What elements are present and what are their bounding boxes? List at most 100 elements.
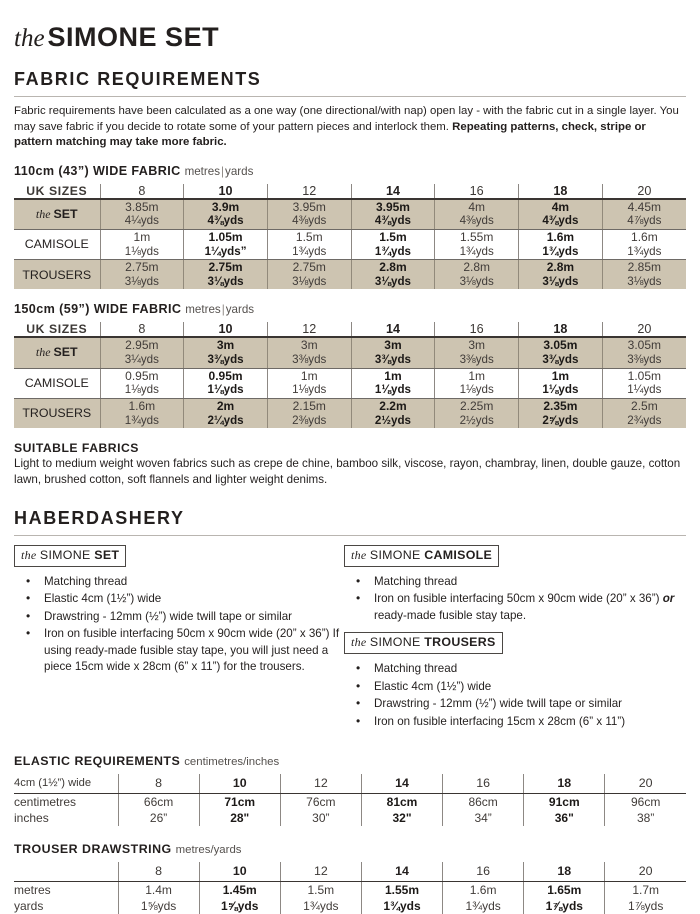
cell-trousers-size-12: 2.15m 2⅜yds xyxy=(266,398,352,428)
list-item: Elastic 4cm (1½”) wide xyxy=(14,590,344,608)
cell-camisole-size-18: 1m 1⅛yds xyxy=(518,368,603,399)
cell-metres: 3m xyxy=(300,338,318,353)
size-header-label: UK SIZES xyxy=(14,183,100,200)
cell-centimetres-size-14: 81cm xyxy=(360,793,443,811)
cell-yards: 2½yds xyxy=(459,413,494,427)
cell-yards: 3⅜yds xyxy=(207,353,244,367)
size-header-16: 16 xyxy=(442,862,524,883)
elastic-units: centimetres/inches xyxy=(184,756,280,769)
size-header-14: 14 xyxy=(350,183,435,200)
haberdashery-tag-set: the SIMONE SET xyxy=(14,544,127,567)
cell-metres: 3.95m xyxy=(292,199,326,214)
tag-garment: SET xyxy=(94,547,120,562)
cell-metres: 2.15m xyxy=(292,398,326,413)
cell-yards: 4⅜yds xyxy=(374,214,412,228)
cell-metres: 3m xyxy=(384,338,402,353)
tag-the-word: the xyxy=(351,547,370,562)
cell-metres: 3m xyxy=(216,338,235,353)
cell-metres: 2.8m xyxy=(463,260,490,274)
size-header-8: 8 xyxy=(99,322,184,339)
haberdashery-tag-camisole: the SIMONE CAMISOLE xyxy=(344,544,500,567)
corner-label: 4cm (1½”) wide xyxy=(14,774,118,795)
item-text-post: ready-made fusible stay tape. xyxy=(374,608,527,622)
cell-yards: 1⅛yds xyxy=(124,244,159,258)
cell-metres: 1.5m xyxy=(379,229,407,244)
row-label-trousers: TROUSERS xyxy=(14,398,100,428)
cell-metres-size-12: 1.5m xyxy=(279,881,362,899)
cell-yards: 1¾yds xyxy=(459,244,494,258)
cell-metres: 2.35m xyxy=(543,398,578,413)
tag-brand: SIMONE xyxy=(369,547,425,562)
cell-centimetres-size-18: 91cm xyxy=(523,793,605,811)
table-row: yards 1⅝yds 1⅝yds 1¾yds 1¾yds 1¾yds 1⅞yds 1⅞yds xyxy=(14,898,686,914)
cell-trousers-size-10: 2m 2¼yds xyxy=(183,398,268,428)
cell-set-size-16: 3m 3⅜yds xyxy=(434,337,519,369)
intro-line-2: single layer. You may save fabric if you… xyxy=(14,105,679,133)
cell-yards: 3⅜yds xyxy=(542,353,579,367)
cell-set-size-16: 4m 4⅜yds xyxy=(434,198,519,230)
size-header-12: 12 xyxy=(279,774,362,795)
cell-yards: 1¾yds xyxy=(124,413,159,427)
fabric-requirements-intro: Fabric requirements have been calculated… xyxy=(14,104,686,151)
cell-yards: 3¼yds xyxy=(124,353,159,367)
cell-yards: 3⅛yds xyxy=(627,274,662,288)
table-row: centimetres 66cm 71cm 76cm 81cm 86cm 91cm 96cm xyxy=(14,793,686,811)
unit-yards: yards xyxy=(225,164,254,178)
cell-metres: 0.95m xyxy=(208,368,243,383)
elastic-requirements-table: 4cm (1½”) wide 8 10 12 14 16 18 20 centimetres 66… xyxy=(14,774,686,827)
intro-bold-note: Repeating patterns, check, stripe or pat… xyxy=(14,120,646,149)
cell-yards: 3⅛yds xyxy=(542,274,579,288)
size-header-10: 10 xyxy=(198,774,281,795)
cell-camisole-size-16: 1m 1⅛yds xyxy=(434,368,519,399)
cell-set-size-20: 4.45m 4⅞yds xyxy=(601,198,686,230)
cell-yards-size-14: 1¾yds xyxy=(360,898,443,914)
cell-camisole-size-14: 1m 1⅛yds xyxy=(350,368,435,399)
cell-camisole-size-16: 1.55m 1¾yds xyxy=(434,229,519,261)
cell-metres-size-10: 1.45m xyxy=(198,881,281,899)
cell-metres: 4m xyxy=(551,199,570,214)
size-header-20: 20 xyxy=(604,862,686,883)
cell-set-size-14: 3.95m 4⅜yds xyxy=(350,198,435,230)
cell-yards: 4⅜yds xyxy=(292,214,327,228)
corner-label xyxy=(14,862,118,883)
cell-yards-size-10: 1⅝yds xyxy=(198,898,281,914)
cell-camisole-size-12: 1m 1⅛yds xyxy=(266,368,352,399)
cell-metres: 1.05m xyxy=(627,368,662,383)
cell-metres: 2.5m xyxy=(631,398,658,413)
cell-centimetres-size-20: 96cm xyxy=(604,793,686,811)
size-header-18: 18 xyxy=(523,862,605,883)
cell-metres: 3.9m xyxy=(211,199,240,214)
cell-trousers-size-8: 1.6m 1¾yds xyxy=(99,398,184,428)
cell-yards-size-18: 1⅞yds xyxy=(523,898,605,914)
table-row: TROUSERS 1.6m 1¾yds 2m 2¼yds 2.15m 2⅜yds 2.2m 2½… xyxy=(14,398,686,428)
row-label-inches: inches xyxy=(14,811,49,826)
cell-metres: 2.25m xyxy=(459,398,494,413)
list-item: Matching thread xyxy=(344,573,686,591)
cell-trousers-size-10: 2.75m 3⅛yds xyxy=(183,259,268,290)
unit-metres: metres xyxy=(184,164,221,178)
cell-trousers-size-20: 2.5m 2¾yds xyxy=(601,398,686,428)
size-header-18: 18 xyxy=(518,322,603,339)
list-item: Iron on fusible interfacing 50cm x 90cm … xyxy=(14,625,344,675)
cell-trousers-size-16: 2.25m 2½yds xyxy=(434,398,519,428)
cell-trousers-size-14: 2.8m 3⅛yds xyxy=(350,259,435,290)
cell-metres: 3.85m xyxy=(125,199,159,214)
drawstring-title-text: TROUSER DRAWSTRING xyxy=(14,842,172,857)
cell-camisole-size-10: 1.05m 1¼yds” xyxy=(183,229,268,261)
cell-metres: 3m xyxy=(468,338,485,353)
cell-metres-size-8: 1.4m xyxy=(117,881,200,899)
row-label-metres: metres xyxy=(14,883,51,898)
haberdashery-list-set: Matching threadElastic 4cm (1½”) wideDra… xyxy=(14,573,344,676)
table-row: inches 26” 28" 30” 32" 34” 36" 38” xyxy=(14,810,686,827)
cell-set-size-12: 3.95m 4⅜yds xyxy=(266,198,352,230)
cell-metres: 1.6m xyxy=(631,229,658,244)
cell-metres: 2.85m xyxy=(627,260,662,274)
cell-metres: 1.55m xyxy=(459,229,494,244)
cell-yards: 1⅛yds xyxy=(124,383,159,397)
table-150-title: 150cm (59”) WIDE FABRIC metres|yards xyxy=(14,302,686,316)
title-name: SIMONE SET xyxy=(47,22,220,52)
row-label-yards: yards xyxy=(14,899,44,914)
cell-trousers-size-20: 2.85m 3⅛yds xyxy=(601,259,686,290)
cell-yards: 3⅜yds xyxy=(627,353,662,367)
tag-garment: CAMISOLE xyxy=(424,547,493,562)
